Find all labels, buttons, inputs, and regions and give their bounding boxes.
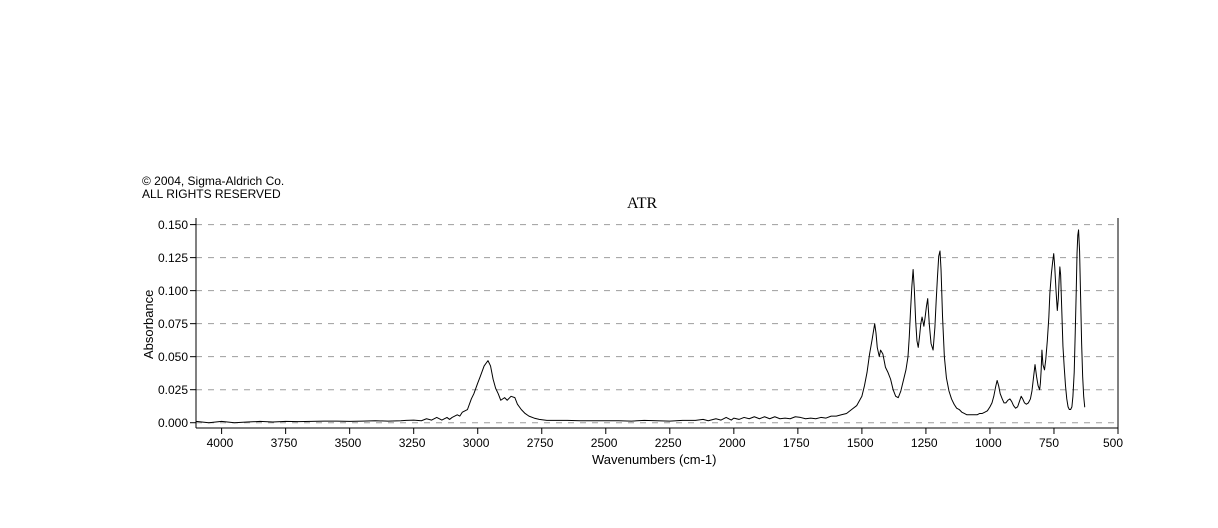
x-tick-label: 1500 bbox=[847, 436, 874, 450]
x-tick-label: 3750 bbox=[271, 436, 298, 450]
x-tick-label: 3000 bbox=[463, 436, 490, 450]
x-tick-label: 4000 bbox=[207, 436, 234, 450]
y-tick-label: 0.050 bbox=[158, 350, 188, 364]
x-tick-label: 3500 bbox=[335, 436, 362, 450]
y-tick-label: 0.075 bbox=[158, 317, 188, 331]
x-tick-label: 2750 bbox=[527, 436, 554, 450]
x-tick-label: 750 bbox=[1039, 436, 1059, 450]
y-tick-label: 0.100 bbox=[158, 284, 188, 298]
y-tick-label: 0.025 bbox=[158, 383, 188, 397]
x-tick-label: 3250 bbox=[399, 436, 426, 450]
x-tick-label: 1750 bbox=[783, 436, 810, 450]
x-tick-label: 1000 bbox=[975, 436, 1002, 450]
x-tick-label: 2500 bbox=[591, 436, 618, 450]
y-tick-label: 0.125 bbox=[158, 251, 188, 265]
y-tick-label: 0.000 bbox=[158, 416, 188, 430]
x-tick-label: 500 bbox=[1103, 436, 1123, 450]
x-tick-label: 2250 bbox=[655, 436, 682, 450]
x-tick-label: 2000 bbox=[719, 436, 746, 450]
y-tick-label: 0.150 bbox=[158, 218, 188, 232]
x-tick-label: 1250 bbox=[911, 436, 938, 450]
chart-container: © 2004, Sigma-Aldrich Co. ALL RIGHTS RES… bbox=[0, 0, 1218, 528]
